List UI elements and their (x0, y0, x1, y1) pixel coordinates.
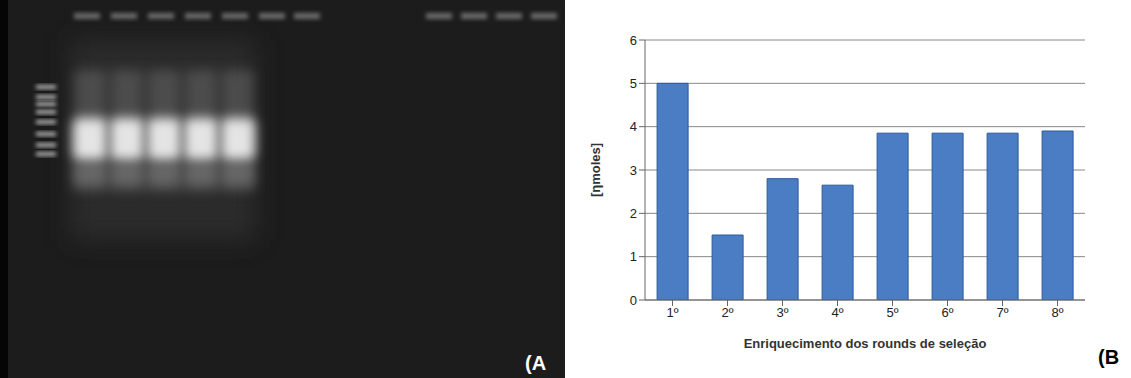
html-text:(B: (B (1098, 346, 1120, 368)
svg-text:4: 4 (630, 119, 637, 134)
svg-text:[ηmoles]: [ηmoles] (588, 143, 603, 197)
svg-text:Enriquecimento dos rounds de s: Enriquecimento dos rounds de seleção (744, 336, 987, 351)
svg-text:2º: 2º (722, 305, 734, 320)
svg-text:2: 2 (630, 206, 637, 221)
svg-text:4º: 4º (832, 305, 844, 320)
svg-text:5º: 5º (887, 305, 899, 320)
svg-text:6º: 6º (942, 305, 954, 320)
svg-text:5: 5 (630, 76, 637, 91)
svg-text:3: 3 (630, 163, 637, 178)
svg-text:7º: 7º (997, 305, 1009, 320)
svg-text:8º: 8º (1052, 305, 1064, 320)
svg-text:6: 6 (630, 33, 637, 48)
svg-text:1: 1 (630, 249, 637, 264)
svg-text:3º: 3º (777, 305, 789, 320)
svg-text:(A: (A (525, 352, 546, 374)
svg-text:0: 0 (630, 293, 637, 308)
svg-text:1º: 1º (667, 305, 679, 320)
